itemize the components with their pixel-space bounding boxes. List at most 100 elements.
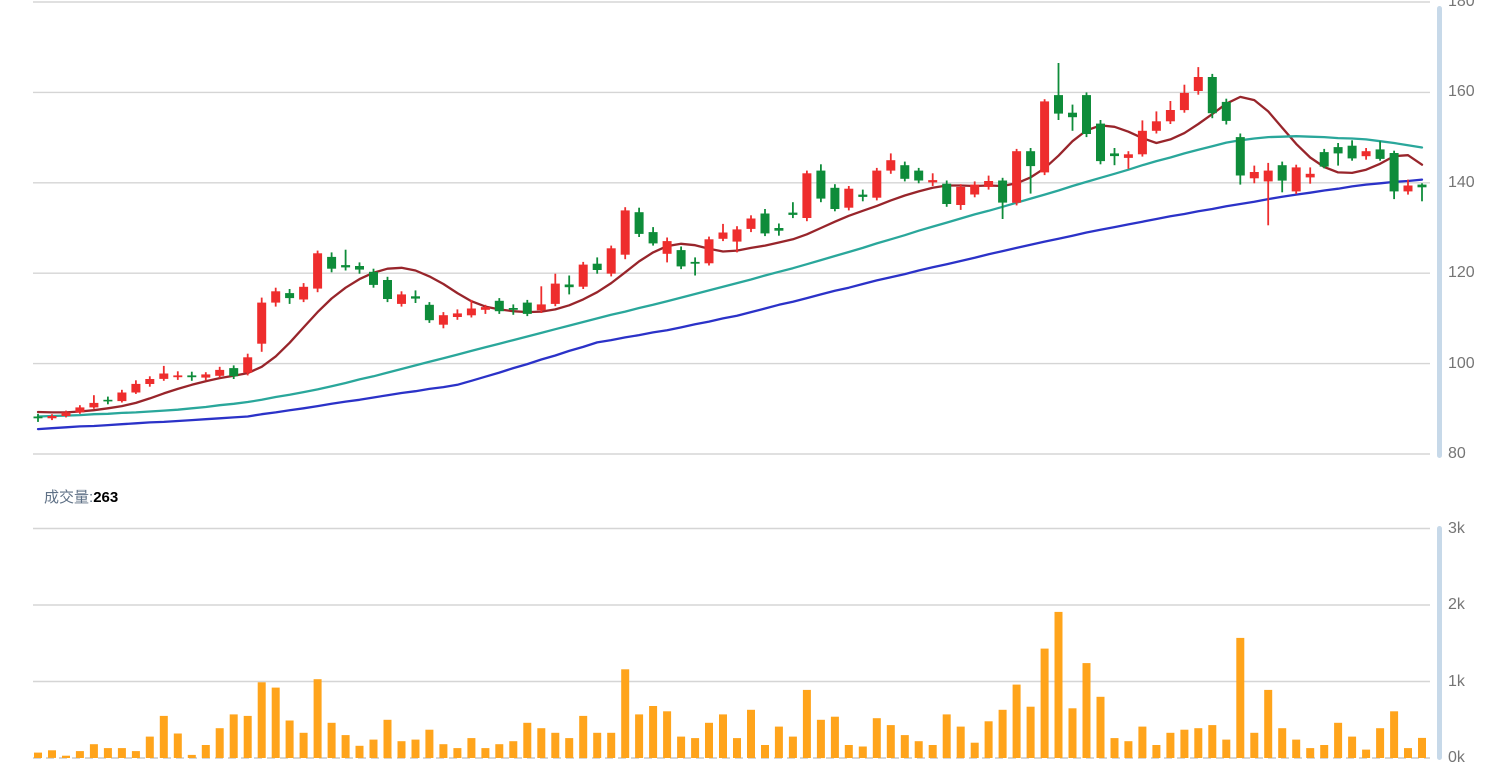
- volume-bar[interactable]: [872, 718, 881, 758]
- volume-bar[interactable]: [1334, 722, 1343, 758]
- candle[interactable]: [522, 299, 532, 317]
- volume-bar[interactable]: [159, 715, 168, 758]
- volume-bar[interactable]: [816, 719, 825, 759]
- candle[interactable]: [1305, 167, 1315, 184]
- candle[interactable]: [299, 283, 309, 303]
- volume-bar[interactable]: [858, 746, 867, 759]
- candle[interactable]: [928, 173, 938, 186]
- candle[interactable]: [830, 184, 840, 212]
- candle[interactable]: [1291, 164, 1301, 195]
- volume-bar[interactable]: [313, 679, 322, 758]
- volume-bar[interactable]: [453, 748, 462, 758]
- volume-bar[interactable]: [1418, 737, 1426, 758]
- volume-bar[interactable]: [1026, 706, 1035, 758]
- candle[interactable]: [914, 167, 924, 184]
- volume-bar[interactable]: [1278, 728, 1287, 758]
- volume-bar[interactable]: [201, 745, 210, 758]
- candle[interactable]: [746, 215, 756, 233]
- price-axis-strip[interactable]: [1437, 6, 1442, 458]
- candle[interactable]: [1277, 161, 1287, 193]
- volume-bar[interactable]: [1348, 736, 1357, 758]
- volume-bar[interactable]: [621, 669, 630, 758]
- volume-bar[interactable]: [1124, 741, 1133, 758]
- volume-bar[interactable]: [1054, 611, 1063, 758]
- candle[interactable]: [816, 164, 826, 203]
- candle[interactable]: [424, 302, 434, 323]
- candle[interactable]: [774, 223, 784, 236]
- volume-bar[interactable]: [593, 732, 602, 758]
- volume-bar[interactable]: [914, 741, 923, 758]
- volume-bar[interactable]: [271, 687, 280, 758]
- candle[interactable]: [1151, 111, 1161, 134]
- candle[interactable]: [187, 371, 197, 381]
- volume-bar[interactable]: [425, 729, 434, 758]
- candle[interactable]: [117, 389, 127, 403]
- candle[interactable]: [1054, 63, 1063, 120]
- candle[interactable]: [1096, 120, 1105, 165]
- volume-bar[interactable]: [1194, 728, 1203, 758]
- volume-bar[interactable]: [747, 709, 755, 758]
- volume-bar[interactable]: [75, 751, 84, 758]
- candle[interactable]: [634, 207, 644, 237]
- candle[interactable]: [1221, 98, 1231, 125]
- volume-bar[interactable]: [48, 750, 56, 758]
- volume-bar[interactable]: [62, 755, 70, 758]
- volume-bar[interactable]: [1376, 728, 1385, 758]
- volume-bar[interactable]: [1250, 732, 1259, 758]
- volume-bar[interactable]: [383, 719, 392, 759]
- volume-bar[interactable]: [774, 726, 783, 758]
- candle[interactable]: [285, 289, 295, 304]
- candle[interactable]: [648, 227, 658, 246]
- volume-bar[interactable]: [1152, 745, 1161, 758]
- candle[interactable]: [1333, 143, 1343, 166]
- candle[interactable]: [33, 413, 43, 422]
- volume-bar[interactable]: [397, 741, 406, 758]
- volume-bar[interactable]: [691, 738, 700, 758]
- volume-bar[interactable]: [355, 745, 364, 758]
- candle[interactable]: [536, 286, 546, 313]
- candle[interactable]: [564, 275, 574, 295]
- candle[interactable]: [1403, 179, 1413, 195]
- volume-bar[interactable]: [1292, 739, 1301, 758]
- candle[interactable]: [89, 395, 99, 409]
- candle[interactable]: [1012, 148, 1022, 206]
- volume-axis-strip[interactable]: [1437, 526, 1442, 760]
- candle[interactable]: [61, 410, 71, 418]
- candle[interactable]: [1319, 148, 1329, 169]
- candle[interactable]: [802, 170, 812, 222]
- volume-bar[interactable]: [34, 752, 42, 758]
- candle[interactable]: [718, 223, 728, 242]
- volume-bar[interactable]: [103, 748, 112, 758]
- candle[interactable]: [229, 365, 239, 379]
- candle[interactable]: [47, 414, 57, 421]
- volume-bar[interactable]: [719, 714, 727, 758]
- volume-bar[interactable]: [802, 689, 811, 758]
- volume-bar[interactable]: [1236, 637, 1245, 758]
- candle[interactable]: [886, 153, 896, 174]
- volume-bar[interactable]: [145, 736, 154, 758]
- volume-bar[interactable]: [131, 751, 140, 758]
- volume-bar[interactable]: [761, 745, 769, 758]
- candle[interactable]: [383, 276, 392, 303]
- candle[interactable]: [956, 184, 966, 210]
- candle[interactable]: [1347, 140, 1357, 161]
- candle[interactable]: [313, 250, 323, 293]
- candle[interactable]: [1165, 101, 1175, 124]
- candle[interactable]: [858, 189, 868, 202]
- candle[interactable]: [452, 309, 462, 320]
- candle[interactable]: [690, 257, 700, 276]
- volume-bar[interactable]: [89, 744, 98, 758]
- candle[interactable]: [1110, 148, 1119, 166]
- volume-bar[interactable]: [677, 736, 686, 758]
- candle[interactable]: [1068, 104, 1077, 131]
- volume-bar[interactable]: [215, 728, 224, 758]
- volume-bar[interactable]: [229, 714, 238, 758]
- volume-bar[interactable]: [341, 735, 350, 758]
- volume-bar[interactable]: [467, 738, 476, 758]
- volume-bar[interactable]: [1138, 726, 1147, 758]
- volume-bar[interactable]: [481, 748, 490, 758]
- volume-bar[interactable]: [942, 714, 951, 758]
- volume-bar[interactable]: [970, 742, 979, 758]
- volume-bar[interactable]: [117, 748, 126, 758]
- volume-bar[interactable]: [900, 735, 909, 758]
